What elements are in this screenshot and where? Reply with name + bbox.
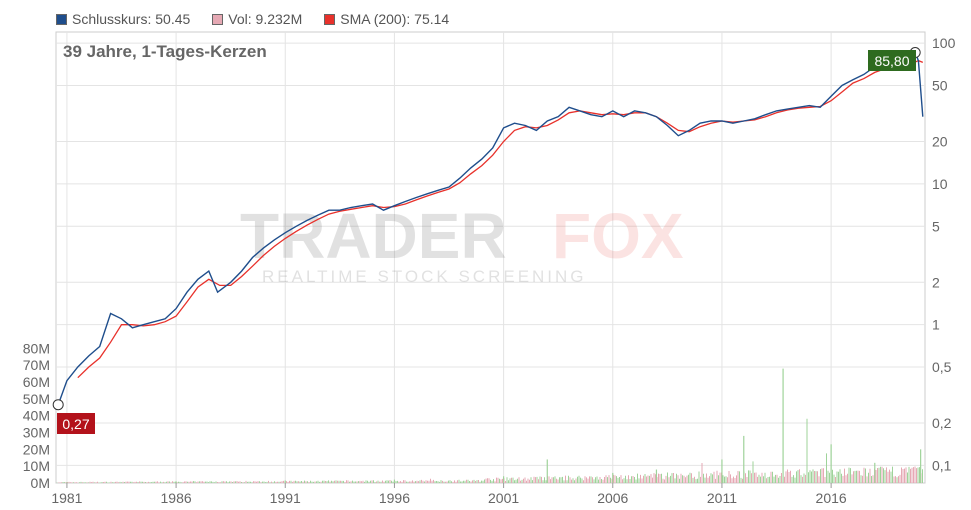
watermark-brand-b: FOX — [552, 200, 684, 272]
y-right-tick-label: 0,5 — [932, 359, 952, 375]
legend-label-close: Schlusskurs: 50.45 — [72, 11, 191, 27]
legend-swatch-vol — [212, 13, 224, 25]
x-tick-label: 1991 — [270, 490, 301, 506]
y-right-tick-label: 1 — [932, 317, 940, 333]
volume-bars — [56, 368, 923, 483]
y-axis-right: 100 50 20 10 5 2 1 0,5 0,2 0,1 — [932, 35, 956, 473]
high-marker-label: 85,80 — [874, 53, 909, 69]
legend: Schlusskurs: 50.45 Vol: 9.232M SMA (200)… — [56, 9, 471, 29]
legend-swatch-sma — [324, 13, 336, 25]
x-tick-label: 1981 — [51, 490, 82, 506]
x-axis: 1981 1986 1991 1996 2001 2006 2011 2016 — [51, 483, 847, 506]
y-left-tick-label: 80M — [23, 340, 50, 356]
y-left-tick-label: 0M — [31, 475, 50, 491]
y-left-tick-label: 30M — [23, 425, 50, 441]
legend-label-vol: Vol: 9.232M — [228, 11, 303, 27]
legend-label-sma: SMA (200): 75.14 — [340, 11, 450, 27]
watermark-tagline: REALTIME STOCK SCREENING — [262, 267, 587, 286]
y-left-tick-label: 50M — [23, 391, 50, 407]
watermark: TRADER FOX REALTIME STOCK SCREENING — [240, 200, 684, 286]
legend-swatch-close — [56, 13, 67, 25]
y-right-tick-label: 2 — [932, 274, 940, 290]
y-left-tick-label: 20M — [23, 441, 50, 457]
price-line — [57, 51, 924, 405]
watermark-brand-a: TRADER — [240, 200, 507, 272]
legend-item-close[interactable]: Schlusskurs: 50.45 — [56, 11, 190, 27]
y-right-tick-label: 20 — [932, 134, 948, 150]
legend-item-vol[interactable]: Vol: 9.232M — [212, 11, 302, 27]
x-tick-label: 1996 — [379, 490, 410, 506]
y-right-tick-label: 0,2 — [932, 415, 952, 431]
x-tick-label: 1986 — [161, 490, 192, 506]
y-right-tick-label: 50 — [932, 78, 948, 94]
chart-subtitle: 39 Jahre, 1-Tages-Kerzen — [63, 42, 267, 61]
y-left-tick-label: 10M — [23, 458, 50, 474]
y-right-tick-label: 5 — [932, 218, 940, 234]
y-left-tick-label: 70M — [23, 357, 50, 373]
x-tick-label: 2016 — [816, 490, 847, 506]
y-left-tick-label: 40M — [23, 408, 50, 424]
low-marker-label: 0,27 — [62, 416, 89, 432]
sma-line — [77, 59, 924, 379]
y-left-tick-label: 60M — [23, 374, 50, 390]
low-marker-badge — [57, 413, 95, 434]
grid — [56, 32, 925, 483]
high-marker-badge — [868, 50, 916, 71]
y-right-tick-label: 100 — [932, 35, 956, 51]
low-marker-circle — [52, 399, 64, 411]
price-markers: 0,27 85,80 — [52, 47, 921, 434]
y-right-tick-label: 0,1 — [932, 457, 952, 473]
x-tick-label: 2011 — [707, 490, 737, 506]
plot-area — [55, 31, 926, 484]
x-tick-label: 2001 — [488, 490, 519, 506]
y-right-tick-label: 10 — [932, 176, 948, 192]
legend-item-sma[interactable]: SMA (200): 75.14 — [324, 11, 449, 27]
x-tick-label: 2006 — [597, 490, 628, 506]
